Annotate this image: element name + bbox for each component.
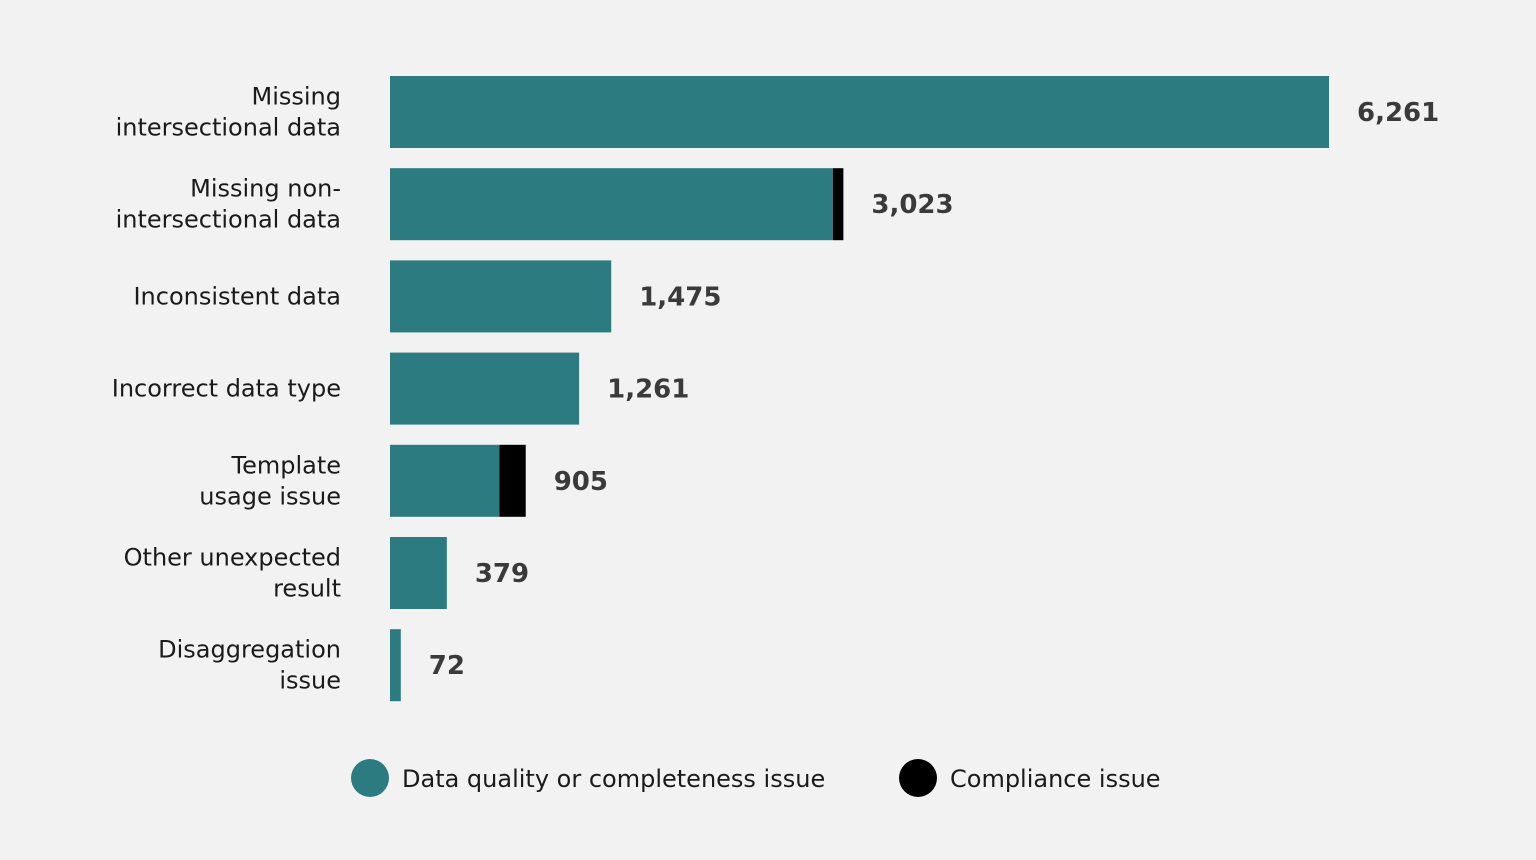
category-label: Inconsistent data (133, 282, 341, 310)
bar-data-quality (390, 260, 612, 333)
bar-data-quality (390, 444, 500, 517)
category-label: intersectional data (116, 206, 341, 234)
bar-compliance (832, 168, 844, 241)
value-label: 72 (429, 651, 465, 681)
category-label: Missing (252, 83, 342, 111)
category-label: Disaggregation (158, 636, 341, 664)
legend-marker-compliance (899, 759, 937, 797)
value-label: 3,023 (871, 190, 953, 220)
category-label: issue (279, 667, 341, 695)
bar-data-quality (390, 168, 833, 241)
bar-data-quality (390, 629, 401, 702)
category-label: Other unexpected (124, 544, 341, 572)
value-label: 1,261 (607, 375, 689, 405)
category-label: Template (230, 451, 341, 479)
legend-marker-data-quality (351, 759, 389, 797)
category-label: result (273, 575, 341, 603)
bar-data-quality (390, 537, 447, 609)
category-label: usage issue (199, 482, 341, 510)
bar-data-quality (390, 76, 1329, 148)
bar-data-quality (390, 352, 580, 425)
value-label: 1,475 (639, 282, 721, 312)
legend-label-data-quality: Data quality or completeness issue (402, 765, 825, 793)
value-label: 905 (554, 467, 608, 497)
category-label: Incorrect data type (112, 375, 341, 403)
bar-compliance (499, 444, 526, 517)
category-label: intersectional data (116, 114, 341, 142)
value-label: 379 (475, 559, 529, 589)
legend-label-compliance: Compliance issue (950, 765, 1161, 793)
category-label: Missing non- (190, 175, 341, 203)
value-label: 6,261 (1357, 98, 1439, 128)
